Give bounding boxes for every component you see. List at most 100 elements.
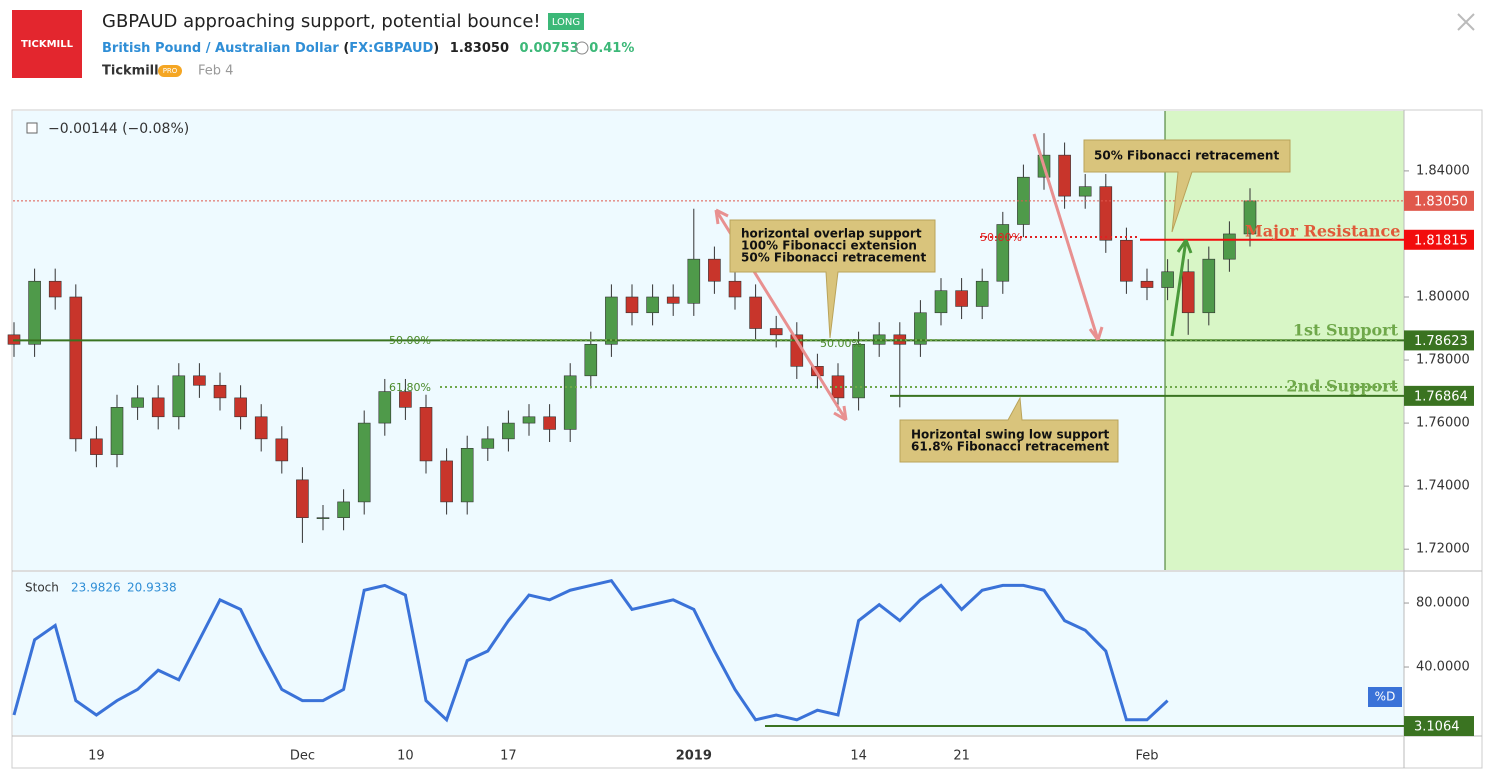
- candle-body: [275, 438, 289, 462]
- logo-text: TICKMILL: [21, 39, 74, 50]
- callout-text: 50% Fibonacci retracement: [741, 251, 926, 265]
- arrow: [714, 208, 848, 422]
- support-label: 2nd Support: [1286, 377, 1398, 396]
- candle-body: [1223, 233, 1236, 260]
- pro-text: PRO: [163, 67, 178, 75]
- fib-label: 50.00%: [980, 231, 1022, 244]
- stoch-pane: [13, 572, 1404, 735]
- candle-body: [419, 407, 433, 462]
- candle-body: [666, 296, 680, 304]
- price-label: 1.76864: [1414, 389, 1468, 404]
- fib-label: 61.80%: [389, 381, 431, 394]
- alarm-icon[interactable]: [575, 41, 589, 55]
- candle-body: [708, 258, 721, 282]
- callout: Horizontal swing low support 61.8% Fibon…: [899, 396, 1119, 463]
- callout: horizontal overlap support 100% Fibonacc…: [729, 219, 936, 339]
- candle-body: [90, 438, 103, 455]
- price-label-box: [1404, 385, 1474, 406]
- candle-body: [399, 391, 412, 408]
- candle-body: [151, 397, 165, 418]
- callout-box: [1083, 139, 1291, 233]
- paren: (: [343, 41, 349, 56]
- title: GBPAUD approaching support, potential bo…: [102, 11, 541, 32]
- y-tick-label: 80.0000: [1416, 596, 1470, 611]
- candle-body: [1181, 271, 1195, 314]
- candle-body: [1161, 271, 1174, 288]
- candle-body: [749, 296, 762, 329]
- candle-body: [460, 448, 474, 503]
- fib-label: 50.00%: [389, 334, 431, 347]
- x-tick-label: 21: [953, 749, 970, 764]
- stoch-value: 23.9826: [71, 581, 121, 595]
- candle-body: [193, 375, 206, 386]
- y-tick-label: 1.72000: [1416, 542, 1470, 557]
- candle-body: [1078, 186, 1092, 197]
- candle-body: [852, 343, 865, 399]
- y-tick-label: 1.84000: [1416, 163, 1470, 178]
- candle-body: [213, 384, 227, 399]
- fib-label: 50.00%: [820, 337, 862, 350]
- x-tick-label: 14: [850, 749, 867, 764]
- price-label-box: [1404, 716, 1474, 737]
- y-tick-label: 40.0000: [1416, 660, 1470, 675]
- symbol-name: British Pound / Australian Dollar (FX:GB…: [102, 41, 634, 56]
- callout-text: horizontal overlap support: [741, 227, 922, 241]
- y-tick-label: 1.76000: [1416, 416, 1470, 431]
- pro-badge: [158, 65, 182, 77]
- price-label-box: [1404, 190, 1474, 211]
- candle-body: [1099, 186, 1113, 241]
- callout: 50% Fibonacci retracement: [1083, 139, 1291, 233]
- candle-body: [481, 438, 495, 449]
- x-tick-label: 19: [88, 749, 105, 764]
- candle-body: [296, 479, 309, 518]
- series-badge-text: %D: [1375, 690, 1396, 704]
- stoch-line: [12, 578, 1169, 723]
- candle-body: [1120, 239, 1133, 282]
- badge: [548, 13, 584, 30]
- candle-body: [337, 501, 350, 518]
- price: 1.83050: [450, 41, 509, 56]
- callout-box: [899, 396, 1119, 463]
- candle-body: [934, 290, 948, 314]
- candle-body: [563, 375, 577, 430]
- stoch-value: 20.9338: [127, 581, 177, 595]
- y-tick-label: 1.74000: [1416, 479, 1470, 494]
- price-label-box: [1404, 229, 1474, 250]
- candle-body: [996, 224, 1010, 282]
- badge-text: LONG: [552, 17, 580, 28]
- callout-text: Horizontal swing low support: [911, 428, 1110, 442]
- candle-body: [48, 280, 62, 298]
- symbol-name: British Pound / Australian Dollar: [102, 41, 339, 56]
- candle-body: [440, 460, 453, 503]
- candle-body: [1202, 258, 1216, 314]
- candle-body: [502, 422, 515, 440]
- candle-body: [378, 391, 392, 424]
- candle-body: [522, 416, 536, 424]
- candle-body: [975, 280, 989, 307]
- callout-box: [729, 219, 936, 339]
- candle-body: [357, 422, 371, 503]
- legend: −0.00144 (−0.08%): [48, 121, 189, 137]
- candle-body: [1058, 154, 1071, 197]
- marks: 1.72000 1.74000 1.76000 1.78000 1.80000 1.840…: [7, 133, 1474, 737]
- author: Tickmill: [102, 64, 159, 79]
- candle-body: [28, 280, 41, 345]
- change: 0.00753: [520, 41, 579, 56]
- callout-text: 100% Fibonacci extension: [741, 239, 917, 253]
- change-pct: 0.41%: [589, 41, 634, 56]
- candle-body: [234, 397, 247, 418]
- candle-body: [914, 312, 927, 345]
- candle-body: [131, 397, 144, 408]
- candle-body: [69, 296, 83, 440]
- candle-body: [728, 280, 742, 298]
- x-tick-label: 17: [500, 749, 517, 764]
- arrow: [1032, 133, 1104, 341]
- price-label: 1.81815: [1414, 233, 1468, 248]
- candle-body: [584, 343, 598, 377]
- close-button[interactable]: [1457, 13, 1475, 31]
- collapse-icon[interactable]: [26, 122, 38, 134]
- logo: [12, 10, 82, 78]
- symbol: FX:GBPAUD: [349, 41, 433, 56]
- x-tick-label: Dec: [290, 749, 315, 764]
